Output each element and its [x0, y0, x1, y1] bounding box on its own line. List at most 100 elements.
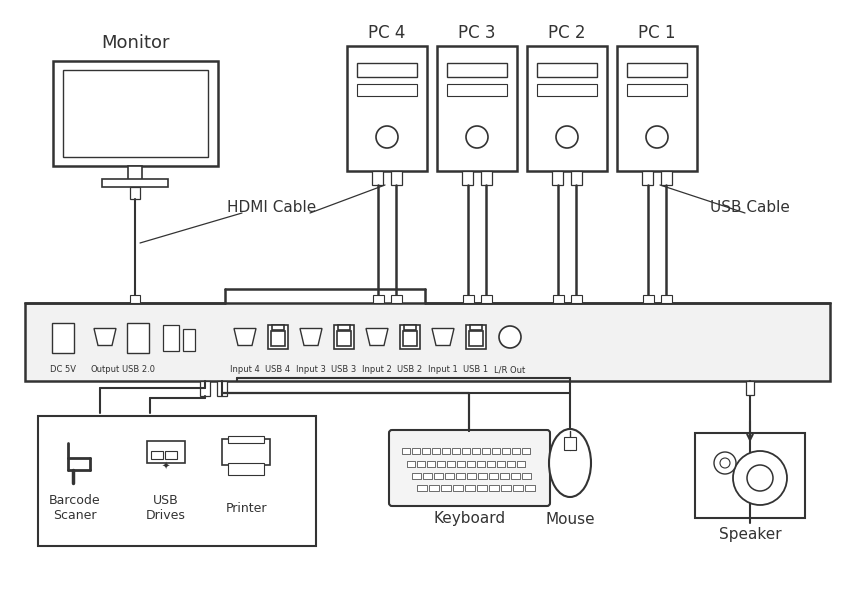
Bar	[334, 325, 354, 349]
Polygon shape	[234, 329, 256, 346]
Bar	[500, 473, 509, 479]
Bar	[357, 63, 417, 77]
Bar	[130, 295, 140, 303]
Bar	[463, 295, 474, 303]
Bar	[456, 473, 465, 479]
Bar	[372, 171, 383, 185]
Bar	[52, 61, 217, 166]
Bar	[525, 485, 535, 491]
Text: ✦: ✦	[162, 462, 170, 472]
Bar	[627, 63, 687, 77]
Text: PC 4: PC 4	[369, 24, 405, 42]
Text: Speaker: Speaker	[719, 528, 781, 543]
Bar	[268, 325, 288, 349]
Bar	[228, 463, 264, 475]
Bar	[357, 84, 417, 96]
Bar	[661, 171, 672, 185]
Bar	[522, 473, 531, 479]
Bar	[400, 325, 420, 349]
Bar	[492, 448, 500, 454]
Text: USB 2: USB 2	[398, 365, 422, 374]
Bar	[537, 63, 597, 77]
Bar	[130, 187, 140, 199]
Bar	[337, 331, 351, 346]
Text: Input 3: Input 3	[296, 365, 326, 374]
Bar	[407, 461, 415, 467]
Bar	[695, 433, 805, 518]
Text: Printer: Printer	[225, 502, 267, 514]
Bar	[477, 461, 485, 467]
Circle shape	[646, 126, 668, 148]
Text: Keyboard: Keyboard	[433, 511, 505, 526]
Bar	[467, 461, 475, 467]
Circle shape	[747, 465, 773, 491]
Text: Input 1: Input 1	[428, 365, 458, 374]
Bar	[465, 485, 475, 491]
Bar	[200, 381, 210, 396]
Bar	[472, 448, 480, 454]
Bar	[442, 448, 450, 454]
Bar	[513, 485, 523, 491]
Bar	[432, 448, 440, 454]
Bar	[272, 325, 284, 330]
Bar	[553, 295, 564, 303]
Bar	[453, 485, 463, 491]
Bar	[627, 84, 687, 96]
Bar	[183, 329, 195, 351]
Bar	[462, 448, 470, 454]
Bar	[452, 448, 460, 454]
Bar	[422, 448, 430, 454]
Text: USB Cable: USB Cable	[710, 201, 790, 215]
Bar	[151, 451, 163, 459]
Bar	[52, 323, 74, 353]
Text: Monitor: Monitor	[101, 34, 169, 52]
Bar	[127, 323, 149, 353]
Bar	[466, 325, 486, 349]
Bar	[404, 325, 416, 330]
Bar	[467, 473, 476, 479]
Bar	[482, 448, 490, 454]
Text: PC 2: PC 2	[548, 24, 586, 42]
Bar	[511, 473, 520, 479]
Bar	[373, 295, 384, 303]
Text: USB 2.0: USB 2.0	[121, 365, 155, 374]
Bar	[497, 461, 505, 467]
Bar	[412, 473, 421, 479]
Text: Mouse: Mouse	[545, 511, 595, 526]
Bar	[477, 485, 487, 491]
Bar	[163, 325, 179, 351]
Bar	[746, 381, 754, 395]
Bar	[470, 325, 482, 330]
Text: USB
Drives: USB Drives	[146, 494, 186, 522]
Bar	[661, 295, 672, 303]
Bar	[128, 166, 142, 180]
Polygon shape	[432, 329, 454, 346]
Bar	[481, 295, 492, 303]
Text: USB 1: USB 1	[463, 365, 488, 374]
Bar	[423, 473, 432, 479]
Bar	[391, 171, 402, 185]
Circle shape	[376, 126, 398, 148]
Bar	[38, 416, 316, 546]
Bar	[478, 473, 487, 479]
Bar	[617, 46, 697, 171]
Text: USB 3: USB 3	[332, 365, 357, 374]
Bar	[417, 485, 427, 491]
Text: PC 3: PC 3	[458, 24, 496, 42]
Bar	[447, 84, 507, 96]
Bar	[427, 461, 435, 467]
Bar	[537, 84, 597, 96]
Bar	[445, 473, 454, 479]
Circle shape	[720, 458, 730, 468]
Text: USB 4: USB 4	[265, 365, 291, 374]
Bar	[552, 171, 563, 185]
Bar	[571, 171, 582, 185]
Bar	[222, 439, 270, 465]
Bar	[489, 485, 499, 491]
Bar	[102, 179, 168, 187]
Bar	[271, 331, 285, 346]
Bar	[25, 303, 830, 381]
Bar	[391, 295, 402, 303]
Bar	[527, 46, 607, 171]
Bar	[165, 451, 177, 459]
